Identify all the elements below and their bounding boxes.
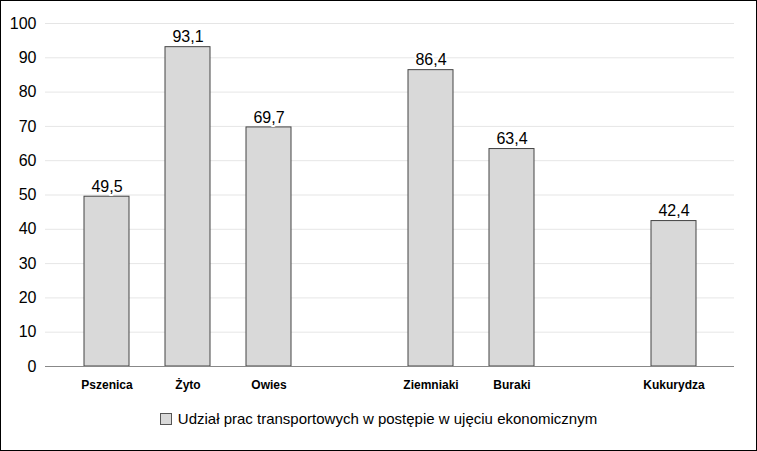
svg-text:Owies: Owies [251,378,287,392]
html-text:Udział prac transportowych w p: Udział prac transportowych w postępie w … [177,410,598,427]
svg-text:0: 0 [28,358,37,375]
svg-text:100: 100 [10,15,37,32]
svg-text:93,1: 93,1 [172,28,203,45]
svg-text:Żyto: Żyto [175,377,200,392]
svg-text:30: 30 [19,255,37,272]
svg-text:69,7: 69,7 [253,109,284,126]
svg-text:80: 80 [19,83,37,100]
svg-text:49,5: 49,5 [91,178,122,195]
svg-text:Pszenica: Pszenica [81,378,133,392]
svg-text:90: 90 [19,49,37,66]
svg-text:20: 20 [19,289,37,306]
svg-text:63,4: 63,4 [496,130,527,147]
svg-text:Buraki: Buraki [493,378,530,392]
svg-text:10: 10 [19,323,37,340]
svg-text:50: 50 [19,186,37,203]
svg-text:42,4: 42,4 [658,202,689,219]
svg-text:Kukurydza: Kukurydza [643,378,705,392]
svg-text:86,4: 86,4 [415,51,446,68]
svg-text:Ziemniaki: Ziemniaki [403,378,458,392]
svg-text:70: 70 [19,118,37,135]
svg-text:60: 60 [19,152,37,169]
svg-text:40: 40 [19,220,37,237]
